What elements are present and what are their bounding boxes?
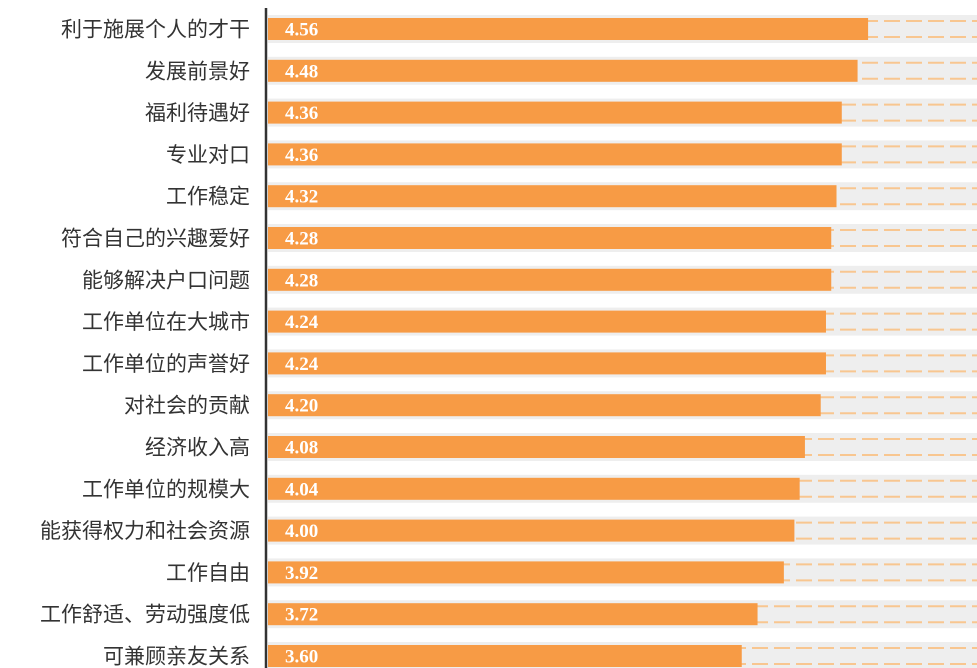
bar xyxy=(268,227,832,249)
chart-rows: 4.56利于施展个人的才干4.48发展前景好4.36福利待遇好4.36专业对口4… xyxy=(40,15,977,668)
value-label: 4.04 xyxy=(285,479,319,500)
bar-row: 4.08 经济收入高 xyxy=(145,433,977,461)
bar-row: 4.04 工作单位的规模大 xyxy=(82,474,977,503)
bar xyxy=(268,185,837,208)
bar xyxy=(268,310,826,333)
value-label: 4.24 xyxy=(285,312,319,333)
bar xyxy=(268,645,742,667)
value-label: 4.08 xyxy=(285,438,318,459)
value-label: 3.72 xyxy=(285,605,318,626)
value-label: 4.56 xyxy=(285,20,318,41)
bar-row: 4.56 利于施展个人的才干 xyxy=(61,15,977,43)
value-label: 4.36 xyxy=(285,103,318,124)
category-label: 工作舒适、劳动强度低 xyxy=(40,603,250,627)
bar xyxy=(268,561,784,584)
value-label: 4.32 xyxy=(285,187,318,208)
bar-row: 3.92 工作自由 xyxy=(166,558,977,587)
bar xyxy=(268,268,832,291)
category-label: 利于施展个人的才干 xyxy=(61,18,250,42)
bar xyxy=(268,352,826,375)
value-label: 3.60 xyxy=(285,647,318,668)
bar-row: 4.24 工作单位在大城市 xyxy=(82,307,977,336)
bar-row: 4.00 能获得权力和社会资源 xyxy=(40,516,977,545)
bar-row: 4.32 工作稳定 xyxy=(166,182,977,211)
category-label: 符合自己的兴趣爱好 xyxy=(61,227,250,251)
value-label: 4.48 xyxy=(285,61,318,82)
value-label: 4.20 xyxy=(285,396,318,417)
bar-row: 4.36 专业对口 xyxy=(166,140,977,169)
category-label: 专业对口 xyxy=(166,143,250,167)
category-label: 经济收入高 xyxy=(145,436,250,460)
bar-row: 4.24 工作单位的声誉好 xyxy=(82,349,977,378)
bar-row: 4.20 对社会的贡献 xyxy=(124,391,977,420)
bar xyxy=(268,519,795,542)
bar-row: 4.28 能够解决户口问题 xyxy=(82,265,977,294)
bar xyxy=(268,603,758,626)
value-label: 4.00 xyxy=(285,521,318,542)
bar-row: 4.28 符合自己的兴趣爱好 xyxy=(61,224,977,252)
category-label: 工作单位在大城市 xyxy=(82,310,250,334)
bar-row: 3.72 工作舒适、劳动强度低 xyxy=(40,600,977,629)
value-label: 4.28 xyxy=(285,270,318,291)
category-label: 能获得权力和社会资源 xyxy=(40,519,250,543)
bar xyxy=(268,18,869,40)
value-label: 4.24 xyxy=(285,354,319,375)
category-label: 对社会的贡献 xyxy=(124,394,250,418)
bar-row: 3.60 可兼顾亲友关系 xyxy=(103,642,977,668)
bar xyxy=(268,143,842,166)
category-label: 工作单位的声誉好 xyxy=(82,352,250,376)
category-label: 工作单位的规模大 xyxy=(82,477,250,501)
category-label: 工作自由 xyxy=(166,561,250,585)
value-label: 4.28 xyxy=(285,229,318,250)
category-label: 工作稳定 xyxy=(166,185,250,209)
bar xyxy=(268,477,800,500)
bar xyxy=(268,101,842,124)
value-label: 3.92 xyxy=(285,563,318,584)
bar-row: 4.36 福利待遇好 xyxy=(145,98,977,127)
bar xyxy=(268,59,858,82)
bar xyxy=(268,394,821,417)
bar xyxy=(268,436,805,458)
category-label: 福利待遇好 xyxy=(145,101,250,125)
category-label: 发展前景好 xyxy=(145,59,250,83)
bar-row: 4.48 发展前景好 xyxy=(145,56,977,85)
value-label: 4.36 xyxy=(285,145,318,166)
category-label: 能够解决户口问题 xyxy=(82,268,250,292)
category-label: 可兼顾亲友关系 xyxy=(103,645,250,668)
